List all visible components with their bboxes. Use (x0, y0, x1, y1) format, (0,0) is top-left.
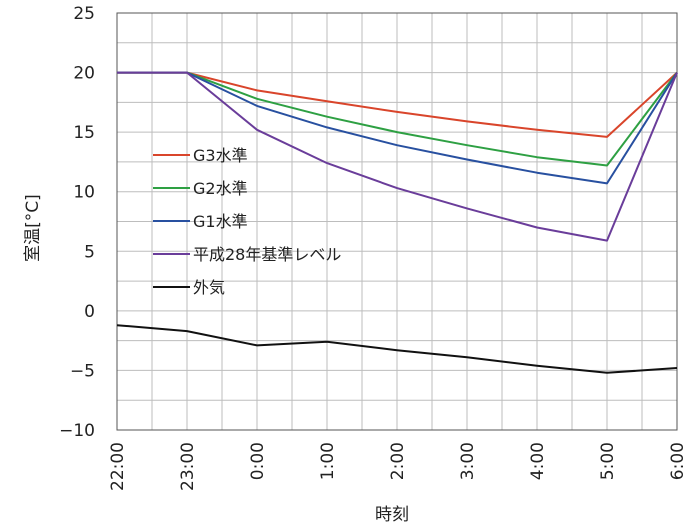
series-line-3 (117, 71, 678, 242)
series-line-0 (117, 71, 678, 138)
legend-label-4: 外気 (193, 278, 225, 297)
series-lines (116, 71, 678, 374)
y-tick-label: 15 (73, 123, 95, 143)
legend-label-0: G3水準 (193, 146, 248, 165)
series-line-1 (117, 71, 678, 167)
series-line-2 (117, 71, 678, 185)
series-line-4 (116, 324, 678, 374)
x-axis-title: 時刻 (375, 505, 409, 525)
x-tick-label: 5:00 (598, 442, 618, 480)
x-tick-label: 2:00 (388, 442, 408, 480)
y-tick-label: 25 (73, 4, 95, 24)
legend-label-1: G2水準 (193, 179, 248, 198)
y-tick-label: 20 (73, 64, 95, 84)
x-tick-label: 4:00 (528, 442, 548, 480)
y-tick-label: 5 (84, 242, 95, 262)
plot-frame (116, 12, 678, 431)
y-axis-ticks: 25 20 15 10 5 0 −5 −10 (59, 4, 95, 441)
legend-label-3: 平成28年基準レベル (193, 245, 341, 264)
x-tick-label: 0:00 (248, 442, 268, 480)
y-axis-title: 室温[°C] (23, 194, 43, 262)
x-axis-ticks: 22:00 23:00 0:00 1:00 2:00 3:00 4:00 5:00 6:00 (108, 442, 688, 491)
y-tick-label: −5 (70, 361, 95, 381)
y-tick-label: 0 (84, 302, 95, 322)
x-tick-label: 22:00 (108, 442, 128, 491)
legend-label-2: G1水準 (193, 212, 248, 231)
x-tick-label: 1:00 (318, 442, 338, 480)
y-tick-label: 10 (73, 183, 95, 203)
y-tick-label: −10 (59, 421, 95, 441)
x-tick-label: 23:00 (178, 442, 198, 491)
x-tick-label: 6:00 (668, 442, 688, 480)
x-tick-label: 3:00 (458, 442, 478, 480)
